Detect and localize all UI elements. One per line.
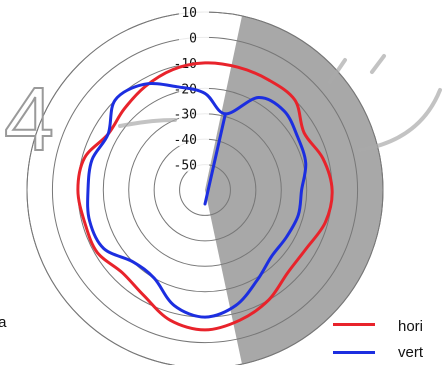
tick-bg-5 xyxy=(179,133,209,147)
tick-label-6: -50 xyxy=(174,159,197,174)
tick-label-1: 0 xyxy=(189,31,197,46)
tick-bg-0 xyxy=(179,6,209,19)
tick-bg-1 xyxy=(179,31,209,45)
tick-label-5: -40 xyxy=(174,133,197,148)
watermark-text: 4 xyxy=(4,70,54,170)
vertical-spoke xyxy=(203,112,227,206)
legend-swatch-horizontal xyxy=(333,323,375,326)
tick-label-4: -30 xyxy=(174,108,197,123)
shaded-sector xyxy=(205,15,383,365)
watermark-strokes xyxy=(118,54,442,152)
left-edge-label: ta xyxy=(0,314,7,331)
tick-bg-6 xyxy=(179,158,209,172)
tick-label-0: 10 xyxy=(181,6,197,21)
legend-swatch-vertical xyxy=(333,351,375,354)
tick-bg-4 xyxy=(179,107,209,121)
series-line-vertical xyxy=(86,82,308,319)
legend-label-vertical: vert xyxy=(398,344,424,361)
legend-label-horizontal: hori xyxy=(398,318,424,335)
